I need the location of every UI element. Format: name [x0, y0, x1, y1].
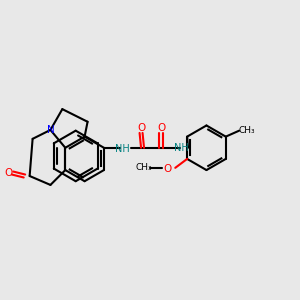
Text: O: O	[5, 168, 13, 178]
Text: NH: NH	[174, 143, 189, 153]
Text: O: O	[137, 124, 145, 134]
Text: CH₃: CH₃	[239, 126, 256, 135]
Text: O: O	[157, 124, 165, 134]
Text: CH₃: CH₃	[136, 163, 152, 172]
Text: NH: NH	[115, 144, 130, 154]
Text: O: O	[164, 164, 172, 174]
Text: N: N	[46, 125, 54, 135]
